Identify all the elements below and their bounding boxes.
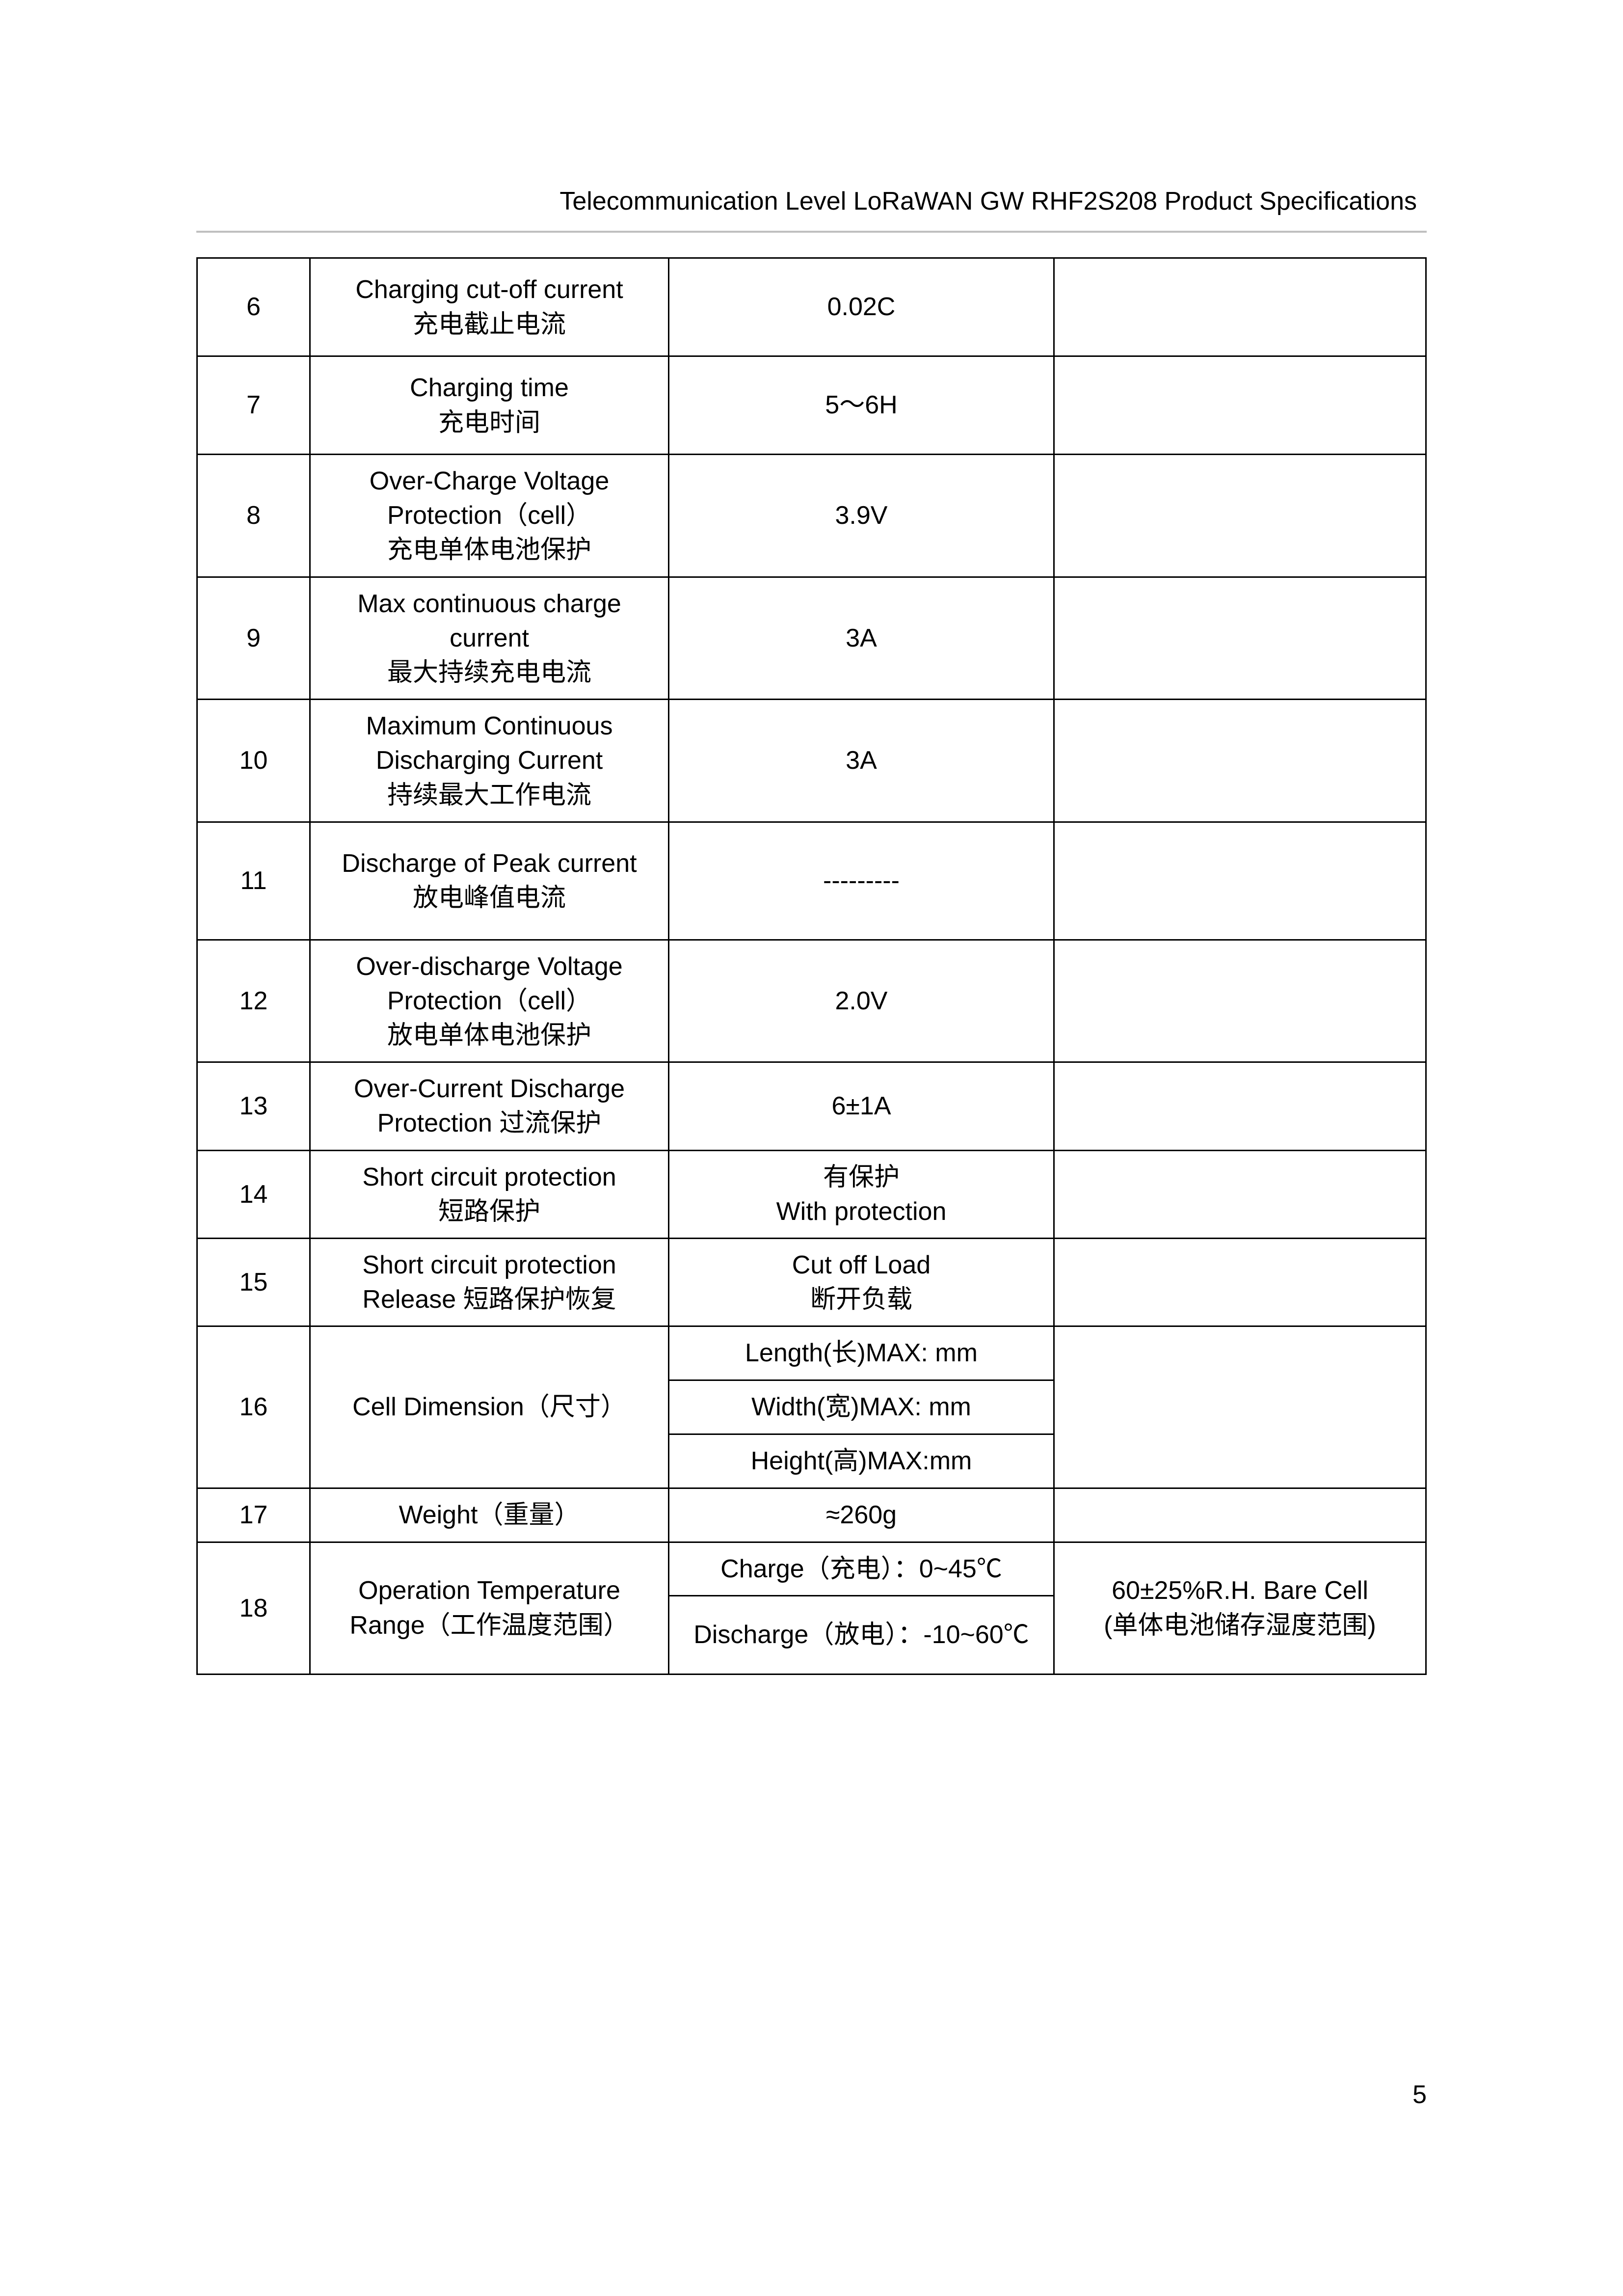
cell-no: 6 (197, 258, 310, 356)
cell-no: 7 (197, 356, 310, 455)
cell-remark (1054, 455, 1426, 577)
cell-remark (1054, 356, 1426, 455)
cell-no: 15 (197, 1239, 310, 1326)
cell-item: Over-discharge Voltage Protection（cell）放… (310, 940, 669, 1062)
cell-remark (1054, 940, 1426, 1062)
cell-item: Short circuit protection Release 短路保护恢复 (310, 1239, 669, 1326)
cell-spec: 3A (668, 577, 1054, 700)
table-row: 12 Over-discharge Voltage Protection（cel… (197, 940, 1426, 1062)
cell-no: 14 (197, 1150, 310, 1238)
cell-item: Charging cut-off current充电截止电流 (310, 258, 669, 356)
table-row: 11 Discharge of Peak current放电峰值电流 -----… (197, 822, 1426, 940)
table-row: 17 Weight（重量） ≈260g (197, 1488, 1426, 1542)
cell-item: Operation Temperature Range（工作温度范围） (310, 1542, 669, 1674)
table-row: 14 Short circuit protection短路保护 有保护With … (197, 1150, 1426, 1238)
cell-spec: Discharge（放电）：-10~60℃ (668, 1595, 1054, 1674)
cell-no: 10 (197, 700, 310, 822)
cell-spec: Height(高)MAX:mm (668, 1434, 1054, 1488)
spec-table: 6 Charging cut-off current充电截止电流 0.02C 7… (196, 257, 1427, 1675)
cell-item: Short circuit protection短路保护 (310, 1150, 669, 1238)
cell-spec: --------- (668, 822, 1054, 940)
table-row: 10 Maximum Continuous Discharging Curren… (197, 700, 1426, 822)
cell-remark (1054, 1239, 1426, 1326)
cell-spec: 6±1A (668, 1062, 1054, 1150)
cell-item: Max continuous charge current最大持续充电电流 (310, 577, 669, 700)
page: Telecommunication Level LoRaWAN GW RHF2S… (0, 0, 1623, 1675)
cell-spec: Cut off Load断开负载 (668, 1239, 1054, 1326)
cell-spec: Length(长)MAX: mm (668, 1326, 1054, 1380)
cell-spec: 3.9V (668, 455, 1054, 577)
cell-spec: Charge（充电）：0~45℃ (668, 1542, 1054, 1595)
cell-spec: 3A (668, 700, 1054, 822)
cell-spec: ≈260g (668, 1488, 1054, 1542)
table-row: 7 Charging time充电时间 5～6H (197, 356, 1426, 455)
table-row: 6 Charging cut-off current充电截止电流 0.02C (197, 258, 1426, 356)
table-row: 18 Operation Temperature Range（工作温度范围） C… (197, 1542, 1426, 1595)
cell-spec: Width(宽)MAX: mm (668, 1380, 1054, 1434)
cell-item: Weight（重量） (310, 1488, 669, 1542)
cell-remark (1054, 577, 1426, 700)
table-row: 9 Max continuous charge current最大持续充电电流 … (197, 577, 1426, 700)
cell-item: Maximum Continuous Discharging Current持续… (310, 700, 669, 822)
header-rule (196, 231, 1427, 233)
cell-remark (1054, 258, 1426, 356)
table-row: 8 Over-Charge Voltage Protection（cell）充电… (197, 455, 1426, 577)
cell-no: 13 (197, 1062, 310, 1150)
page-number: 5 (1412, 2080, 1427, 2109)
cell-no: 18 (197, 1542, 310, 1674)
cell-item: Cell Dimension（尺寸） (310, 1326, 669, 1488)
cell-no: 8 (197, 455, 310, 577)
page-header-title: Telecommunication Level LoRaWAN GW RHF2S… (196, 187, 1427, 216)
table-row: 16 Cell Dimension（尺寸） Length(长)MAX: mm (197, 1326, 1426, 1380)
cell-no: 12 (197, 940, 310, 1062)
cell-remark (1054, 1150, 1426, 1238)
cell-remark (1054, 1326, 1426, 1488)
cell-remark (1054, 1062, 1426, 1150)
table-row: 15 Short circuit protection Release 短路保护… (197, 1239, 1426, 1326)
cell-item: Over-Charge Voltage Protection（cell）充电单体… (310, 455, 669, 577)
table-row: 13 Over-Current Discharge Protection 过流保… (197, 1062, 1426, 1150)
cell-no: 11 (197, 822, 310, 940)
cell-no: 16 (197, 1326, 310, 1488)
cell-spec: 2.0V (668, 940, 1054, 1062)
cell-item: Over-Current Discharge Protection 过流保护 (310, 1062, 669, 1150)
cell-remark (1054, 1488, 1426, 1542)
cell-no: 17 (197, 1488, 310, 1542)
cell-remark: 60±25%R.H. Bare Cell(单体电池储存湿度范围) (1054, 1542, 1426, 1674)
cell-item: Discharge of Peak current放电峰值电流 (310, 822, 669, 940)
cell-spec: 有保护With protection (668, 1150, 1054, 1238)
cell-remark (1054, 822, 1426, 940)
cell-remark (1054, 700, 1426, 822)
cell-spec: 5～6H (668, 356, 1054, 455)
cell-spec: 0.02C (668, 258, 1054, 356)
cell-item: Charging time充电时间 (310, 356, 669, 455)
cell-no: 9 (197, 577, 310, 700)
